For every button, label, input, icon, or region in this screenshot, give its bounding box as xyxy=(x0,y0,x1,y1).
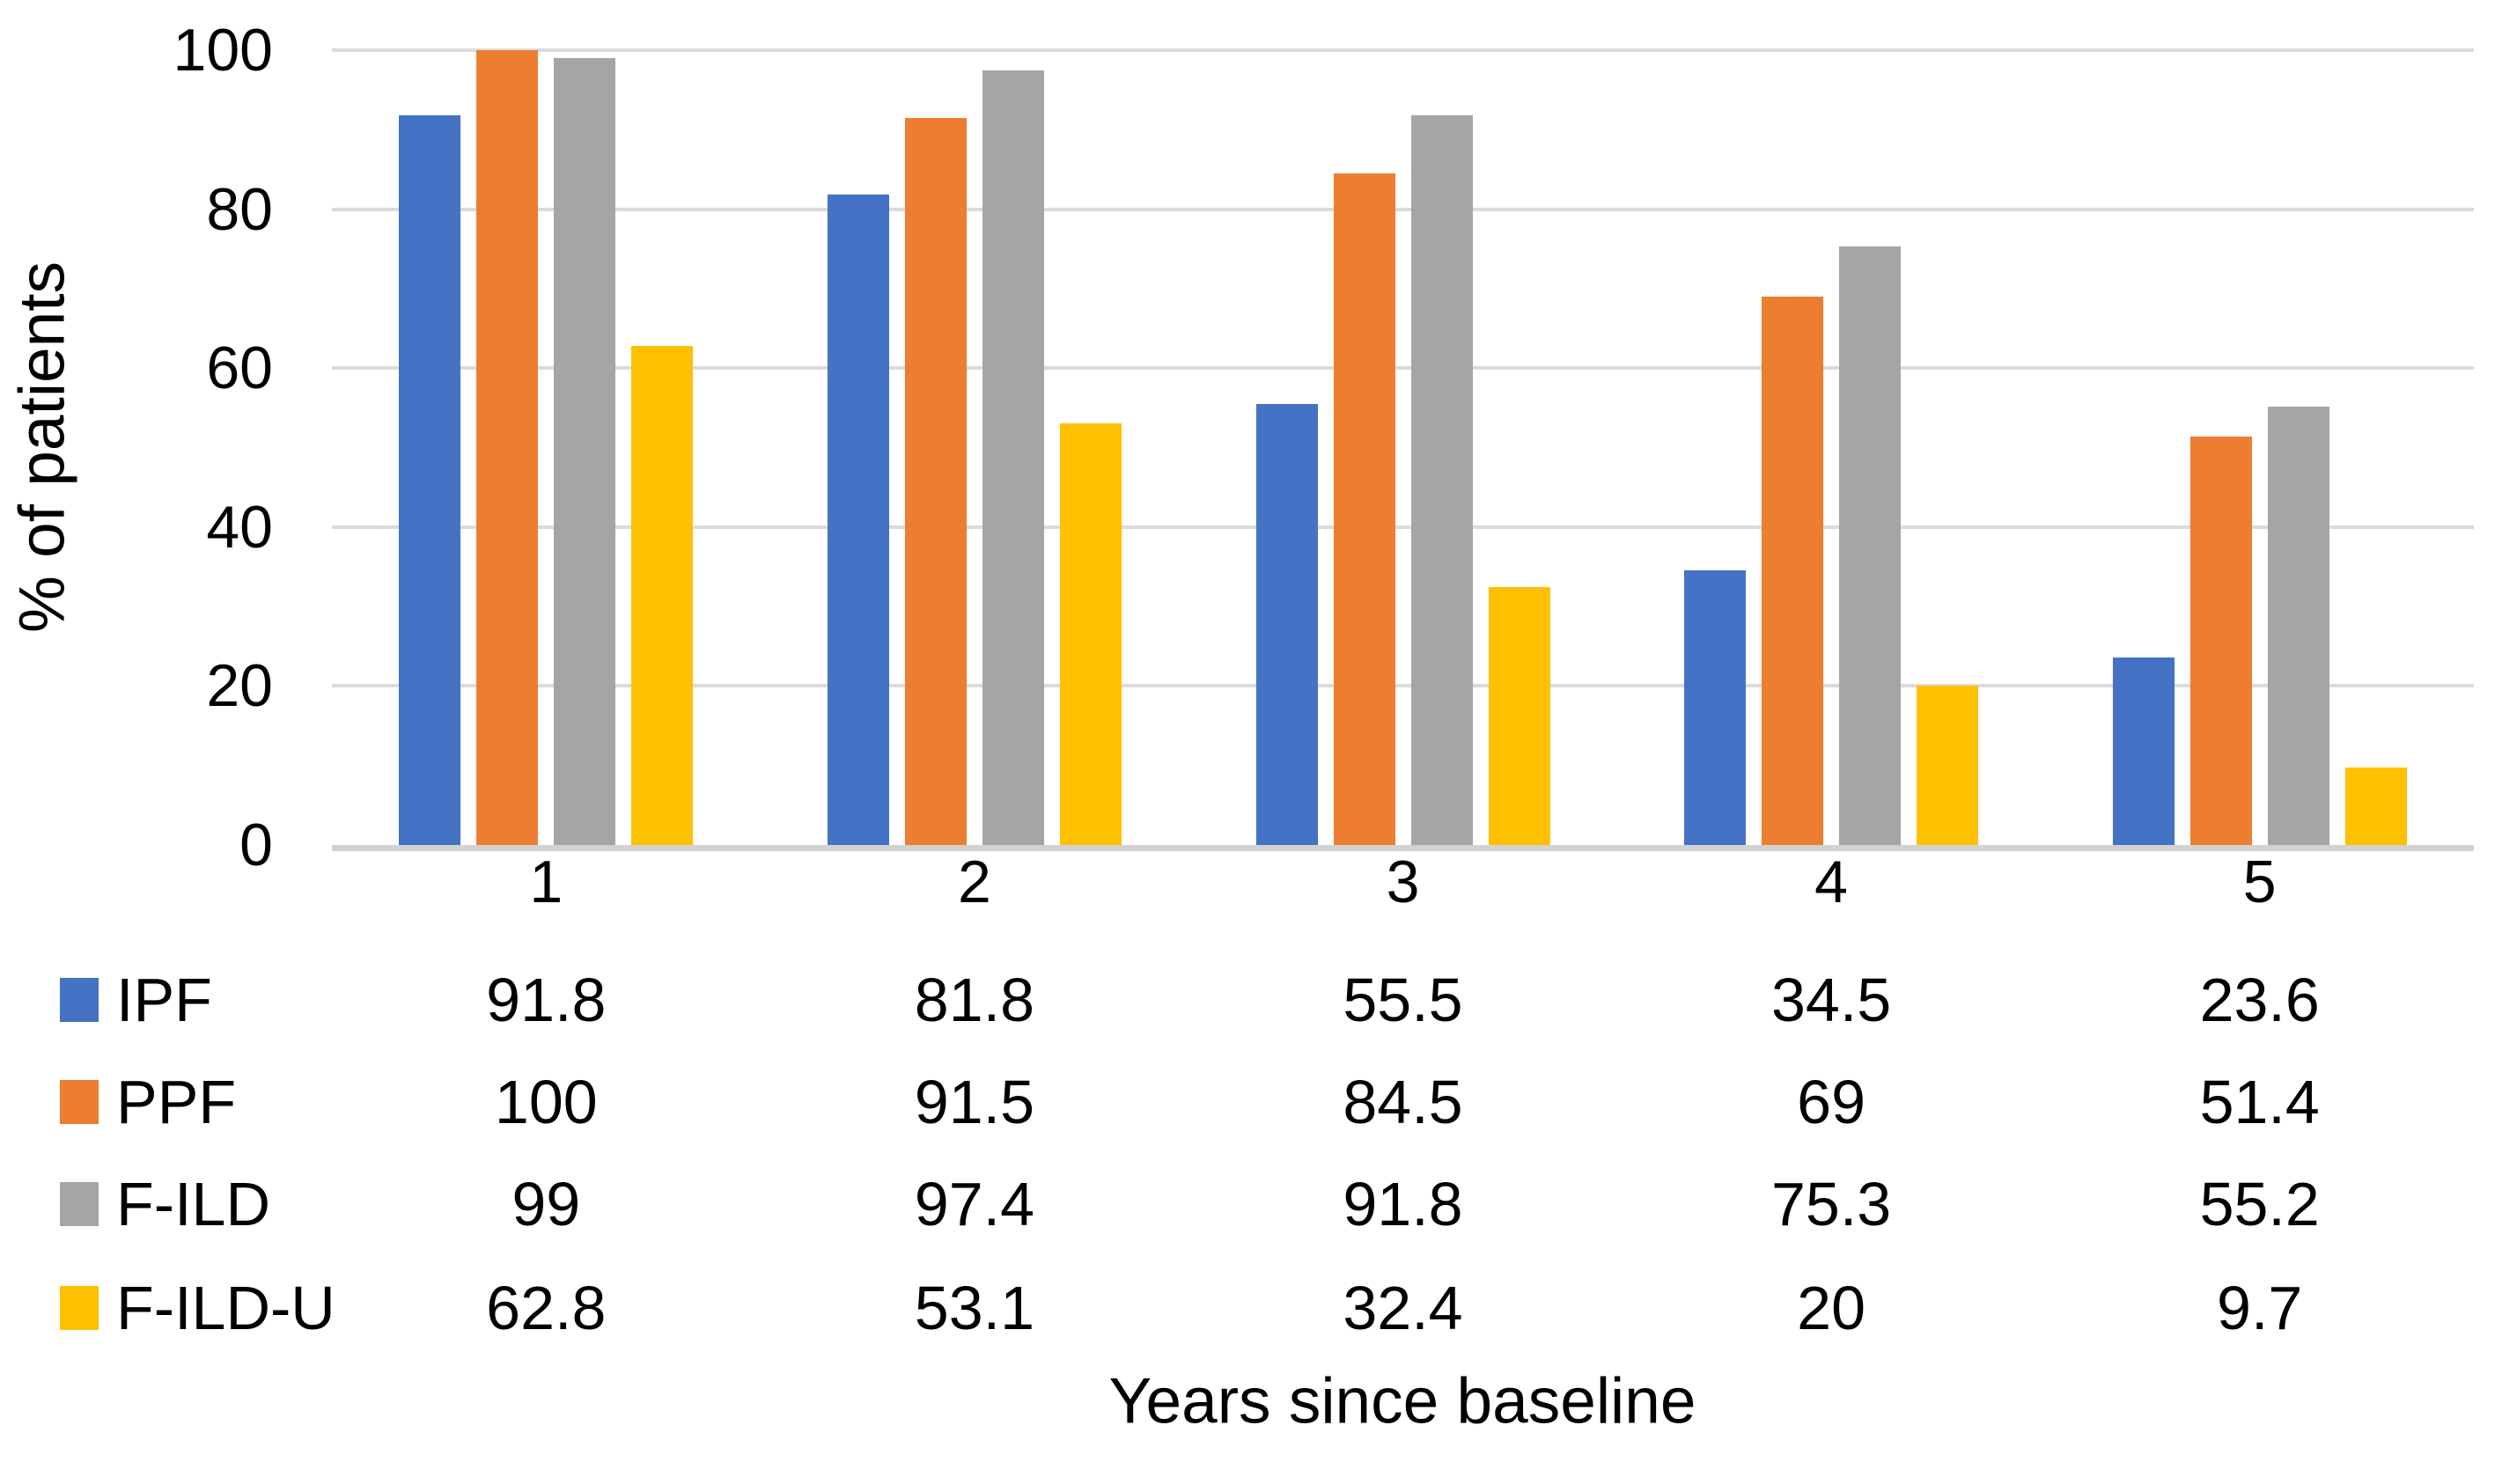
x-tick-label: 1 xyxy=(529,849,563,915)
table-value: 91.5 xyxy=(914,1068,1035,1136)
legend-label: PPF xyxy=(116,1068,237,1136)
plot-area xyxy=(332,48,2474,851)
bar-F-ILD xyxy=(982,70,1044,845)
grid-line xyxy=(332,207,2474,211)
legend-swatch-F-ILD-U xyxy=(60,1286,99,1330)
grid-line xyxy=(332,684,2474,688)
bar-F-ILD-U xyxy=(631,345,694,845)
table-value: 84.5 xyxy=(1343,1068,1463,1136)
bar-PPF xyxy=(2189,436,2252,845)
table-value: 100 xyxy=(494,1068,598,1136)
legend-label: F-ILD xyxy=(116,1170,270,1238)
bar-IPF xyxy=(1255,403,1318,845)
table-value: 55.2 xyxy=(2199,1170,2320,1238)
table-value: 62.8 xyxy=(486,1274,607,1342)
x-axis-title: Years since baseline xyxy=(1108,1365,1696,1437)
bar-F-ILD xyxy=(1410,115,1473,845)
y-tick-label: 40 xyxy=(206,493,273,561)
legend-label: F-ILD-U xyxy=(116,1274,335,1342)
table-value: 55.5 xyxy=(1343,966,1463,1034)
table-value: 23.6 xyxy=(2199,966,2320,1034)
table-value: 32.4 xyxy=(1343,1274,1463,1342)
grid-line xyxy=(332,48,2474,52)
table-value: 75.3 xyxy=(1770,1170,1892,1238)
bar-F-ILD-U xyxy=(1488,587,1550,845)
y-tick-label: 100 xyxy=(173,17,273,84)
bar-PPF xyxy=(476,50,539,845)
bar-IPF xyxy=(827,195,889,845)
table-value: 9.7 xyxy=(2217,1274,2303,1342)
bar-F-ILD xyxy=(554,58,616,845)
x-axis-line xyxy=(332,845,2474,851)
y-tick-label: 80 xyxy=(206,175,273,243)
legend-swatch-PPF xyxy=(60,1080,99,1124)
bar-PPF xyxy=(904,117,967,845)
bar-F-ILD-U xyxy=(1059,422,1122,845)
bar-F-ILD xyxy=(1839,246,1902,845)
bar-IPF xyxy=(2112,657,2175,845)
table-value: 53.1 xyxy=(914,1274,1035,1342)
x-tick-label: 5 xyxy=(2242,849,2277,915)
legend-swatch-F-ILD xyxy=(60,1182,99,1226)
bar-IPF xyxy=(399,115,461,845)
y-tick-label: 0 xyxy=(239,812,273,878)
grid-line xyxy=(332,525,2474,529)
y-axis-title: % of patients xyxy=(6,261,78,634)
x-tick-label: 2 xyxy=(957,849,991,915)
x-tick-label: 4 xyxy=(1814,849,1849,915)
bar-F-ILD-U xyxy=(2344,768,2407,845)
y-tick-label: 60 xyxy=(206,334,273,402)
bar-F-ILD-U xyxy=(1917,686,1979,845)
table-value: 51.4 xyxy=(2199,1068,2320,1136)
y-tick-label: 20 xyxy=(206,652,273,720)
legend-swatch-IPF xyxy=(60,978,99,1022)
table-value: 99 xyxy=(511,1170,581,1238)
table-value: 20 xyxy=(1797,1274,1866,1342)
table-value: 91.8 xyxy=(1343,1170,1463,1238)
bar-PPF xyxy=(1762,296,1824,845)
table-value: 97.4 xyxy=(914,1170,1035,1238)
table-value: 34.5 xyxy=(1770,966,1892,1034)
grid-line xyxy=(332,366,2474,371)
table-value: 81.8 xyxy=(914,966,1035,1034)
table-value: 69 xyxy=(1797,1068,1866,1136)
x-tick-label: 3 xyxy=(1386,849,1420,915)
bar-F-ILD xyxy=(2267,406,2329,845)
legend-label: IPF xyxy=(116,966,212,1034)
bar-PPF xyxy=(1333,173,1395,845)
bar-IPF xyxy=(1684,570,1747,845)
table-value: 91.8 xyxy=(486,966,607,1034)
